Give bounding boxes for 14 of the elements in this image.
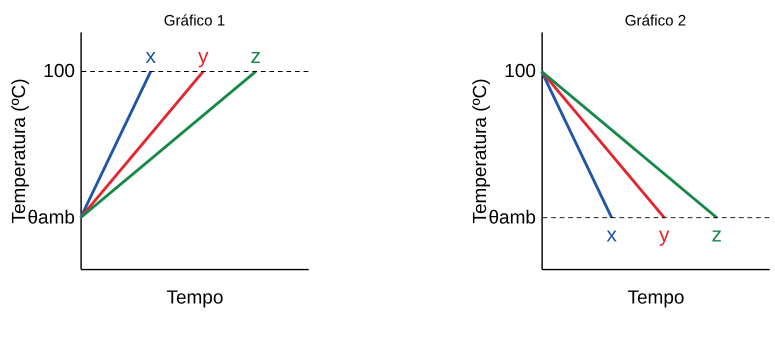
series-label: x — [606, 223, 618, 246]
chart-title: Gráfico 1 — [164, 12, 226, 30]
series-label: x — [145, 44, 156, 68]
ref-line-label: 100 — [43, 61, 75, 82]
chart-title: Gráfico 2 — [624, 12, 686, 30]
ref-line-label: θamb — [488, 207, 536, 228]
y-axis-title: Temperatura (ºC) — [470, 78, 492, 224]
x-axis-title: Tempo — [166, 288, 224, 309]
series-label: y — [659, 223, 670, 246]
series-label: z — [712, 223, 722, 246]
series-label: y — [198, 44, 209, 68]
x-axis-title: Tempo — [627, 288, 684, 309]
series-label: z — [250, 44, 261, 68]
text: 100 — [504, 61, 536, 82]
